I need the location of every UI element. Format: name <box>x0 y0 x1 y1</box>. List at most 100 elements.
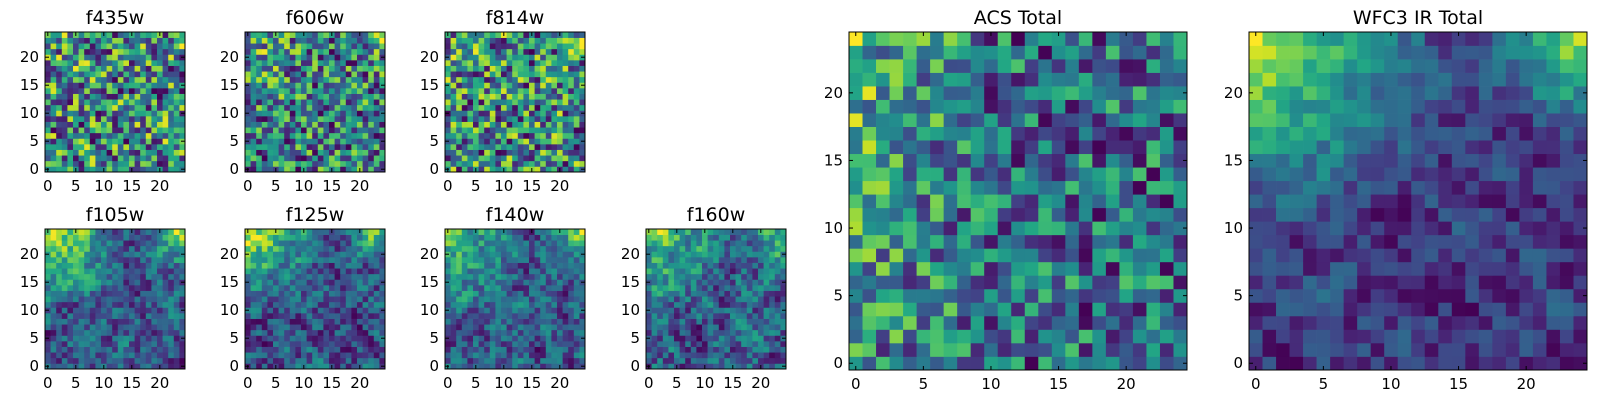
heatmap-cell <box>157 160 163 167</box>
heatmap-cell <box>696 290 703 297</box>
heatmap-cell <box>84 166 91 173</box>
heatmap-cell <box>362 82 369 89</box>
heatmap-cell <box>662 251 669 258</box>
heatmap-cell <box>467 138 474 145</box>
heatmap-cell <box>501 138 507 145</box>
heatmap-cell <box>273 341 279 347</box>
heatmap-cell <box>168 88 175 94</box>
heatmap-cell <box>473 76 479 83</box>
heatmap-cell <box>730 234 736 241</box>
heatmap-cell <box>162 357 169 364</box>
heatmap-cell <box>151 341 158 347</box>
heatmap-cell <box>1051 207 1066 222</box>
heatmap-cell <box>774 307 781 314</box>
heatmap-cell <box>495 245 502 252</box>
heatmap-cell <box>140 279 147 286</box>
heatmap-cell <box>690 363 697 370</box>
heatmap-cell <box>117 82 124 89</box>
heatmap-cell <box>557 245 563 252</box>
heatmap-cell <box>278 82 285 89</box>
heatmap-cell <box>162 82 169 89</box>
heatmap-cell <box>45 60 51 66</box>
heatmap-cell <box>312 88 319 94</box>
heatmap-cell <box>540 357 547 364</box>
heatmap-cell <box>780 273 787 280</box>
heatmap-cell <box>679 357 686 364</box>
heatmap-cell <box>256 240 263 247</box>
heatmap-cell <box>134 132 141 139</box>
heatmap-cell <box>112 116 119 122</box>
heatmap-cell <box>295 352 302 359</box>
heatmap-cell <box>529 313 535 319</box>
heatmap-cell <box>173 88 180 94</box>
heatmap-cell <box>984 221 999 236</box>
heatmap-cell <box>362 110 369 117</box>
heatmap-cell <box>89 357 96 364</box>
heatmap-cell <box>45 290 51 297</box>
heatmap-cell <box>478 301 485 308</box>
heatmap-cell <box>484 257 491 263</box>
heatmap-cell <box>67 32 74 38</box>
heatmap-cell <box>523 116 530 122</box>
heatmap-cell <box>495 357 502 364</box>
heatmap-cell <box>752 341 759 347</box>
heatmap-cell <box>340 144 347 150</box>
heatmap-cell <box>95 301 102 308</box>
heatmap-cell <box>889 180 904 195</box>
heatmap-cell <box>50 82 57 89</box>
heatmap-cell <box>323 229 330 235</box>
heatmap-cell <box>101 82 107 89</box>
heatmap-cell <box>450 99 457 106</box>
heatmap-cell <box>758 307 764 314</box>
heatmap-cell <box>562 60 569 66</box>
heatmap-cell <box>696 313 703 319</box>
heatmap-cell <box>317 257 324 263</box>
heatmap-cell <box>713 307 720 314</box>
heatmap-cell <box>295 104 302 111</box>
heatmap-cell <box>312 335 319 342</box>
heatmap-cell <box>523 346 530 353</box>
heatmap-cell <box>56 37 63 44</box>
heatmap-cell <box>112 110 119 117</box>
y-tick-label: 15 <box>220 273 239 291</box>
heatmap-cell <box>478 82 485 89</box>
heatmap-cell <box>340 116 347 122</box>
heatmap-cell <box>373 116 380 122</box>
heatmap-cell <box>323 132 330 139</box>
heatmap-cell <box>512 116 519 122</box>
heatmap-cell <box>329 99 335 106</box>
heatmap-cell <box>168 285 175 291</box>
heatmap-cell <box>362 144 369 150</box>
heatmap-cell <box>351 132 358 139</box>
y-tick-label: 0 <box>630 357 640 375</box>
heatmap-cell <box>278 257 285 263</box>
heatmap-cell <box>151 166 158 173</box>
heatmap-cell <box>95 324 102 331</box>
heatmap-cell <box>301 245 307 252</box>
heatmap-cell <box>106 346 113 353</box>
heatmap-cell <box>517 251 524 258</box>
heatmap-cell <box>362 48 369 55</box>
heatmap-cell <box>368 155 375 162</box>
heatmap-cell <box>540 116 547 122</box>
heatmap-cell <box>456 99 463 106</box>
heatmap-cell <box>340 76 347 83</box>
heatmap-cell <box>329 88 335 94</box>
heatmap-cell <box>702 257 708 263</box>
heatmap-cell <box>289 251 296 258</box>
heatmap-cell <box>73 307 79 314</box>
heatmap-cell <box>284 99 291 106</box>
heatmap-cell <box>529 116 535 122</box>
heatmap-cell <box>117 127 124 134</box>
heatmap-cell <box>295 245 302 252</box>
heatmap-cell <box>529 144 535 150</box>
heatmap-cell <box>696 301 703 308</box>
heatmap-cell <box>256 329 263 336</box>
heatmap-cell <box>84 138 91 145</box>
heatmap-cell <box>112 262 119 269</box>
heatmap-cell <box>769 229 776 235</box>
heatmap-cell <box>112 357 119 364</box>
heatmap-cell <box>651 329 658 336</box>
heatmap-cell <box>690 240 697 247</box>
heatmap-cell <box>334 132 341 139</box>
